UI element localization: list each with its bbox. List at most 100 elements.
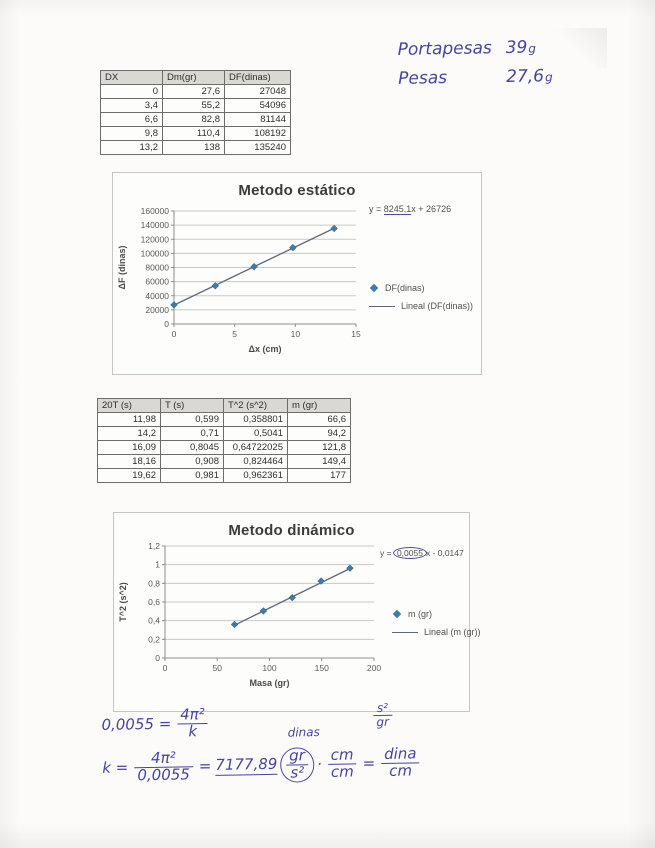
legend-trendline-item: Lineal (DF(dinas)) [369, 301, 473, 311]
table-cell: 13,2 [100, 140, 163, 155]
data-point-marker [317, 577, 325, 585]
y-axis-title: T^2 (s^2) [118, 582, 128, 622]
table-cell: 11,98 [97, 412, 161, 427]
data-point-marker [289, 243, 297, 252]
pesas-value: 27,6 [505, 66, 545, 87]
table-header-row: 20T (s) T (s) T^2 (s^2) m (gr) [97, 398, 351, 413]
handwritten-dinas-note: dinas [287, 725, 320, 740]
table-cell: 0,5041 [223, 426, 288, 441]
static-method-table: DX Dm(gr) DF(dinas) 0 27,6 27048 3,4 55,2 54096 6… [100, 70, 291, 155]
x-axis-title: Masa (gr) [249, 678, 289, 688]
table-row: 16,09 0,8045 0,64722025 121,8 [97, 440, 351, 455]
table-header-row: DX Dm(gr) DF(dinas) [100, 70, 291, 85]
handwritten-weights-note: Portapesas 39 g Pesas 27,6 g [398, 36, 614, 98]
handwritten-side-units: s² gr [371, 701, 394, 729]
x-axis-tick-label: 15 [351, 329, 361, 339]
legend-trendline-item: Lineal (m (gr)) [392, 627, 481, 637]
table-cell: 0,71 [160, 426, 224, 441]
calc-lhs: 0,0055 = [101, 714, 172, 735]
y-axis-title: ΔF (dinas) [117, 246, 127, 290]
table-cell: 82,8 [162, 112, 225, 127]
x-axis-tick-label: 150 [315, 663, 329, 673]
equation-suffix: x + 26726 [411, 204, 452, 214]
table-cell: 3,4 [100, 98, 163, 113]
table-cell: 138 [162, 140, 225, 155]
table-row: 3,4 55,2 54096 [100, 98, 291, 113]
chart2-title: Metodo dinámico [228, 522, 355, 539]
y-axis-tick-label: 60000 [145, 277, 169, 287]
y-axis-tick-label: 0,4 [148, 616, 160, 626]
pen-underline-mark: 8245,1 [383, 204, 412, 215]
table-cell: 54096 [224, 98, 291, 113]
x-axis-tick-label: 200 [367, 663, 381, 673]
y-axis-tick-label: 0 [164, 319, 169, 329]
calc-result: 7177,89 [215, 755, 278, 777]
pesas-note-row: Pesas 27,6 g [398, 65, 613, 89]
y-axis-tick-label: 160000 [141, 206, 170, 216]
table-cell: 177 [287, 468, 351, 483]
table-cell: 18,16 [97, 454, 161, 469]
table-cell: 0,962361 [223, 468, 288, 483]
x-axis-tick-label: 100 [262, 663, 276, 673]
column-header: DX [100, 70, 163, 85]
fraction: dina cm [380, 744, 420, 780]
x-axis-tick-label: 10 [291, 329, 301, 339]
table-row: 9,8 110,4 108192 [100, 126, 291, 141]
table-cell: 16,09 [97, 440, 161, 455]
trendline-sample-icon [369, 305, 395, 307]
legend-trendline-label: Lineal (m (gr)) [424, 627, 481, 637]
chart2-plot-area: 0 0,2 0,4 0,6 0,8 1 1,2 0 50 100 150 200 Masa (gr) T^… [118, 541, 381, 688]
y-axis-tick-label: 0 [155, 653, 160, 663]
dynamic-method-table: 20T (s) T (s) T^2 (s^2) m (gr) 11,98 0,599 0,3… [97, 398, 351, 483]
data-point-marker [288, 593, 297, 602]
chart-metodo-dinamico: Metodo dinámico 0 0,2 0,4 0,6 0,8 1 1,2 0 50 100 1… [113, 512, 481, 712]
legend-series-item: DF(dinas) [369, 283, 473, 293]
pen-circle-mark: gr s² [280, 746, 315, 783]
equals-sign: = [362, 754, 376, 773]
data-point-marker [250, 262, 258, 271]
table-cell: 135240 [224, 140, 291, 155]
pesas-label: Pesas [398, 68, 448, 89]
data-point-marker [170, 301, 178, 309]
table-cell: 0,358801 [223, 412, 288, 427]
chart1-legend: DF(dinas) Lineal (DF(dinas)) [369, 283, 473, 319]
chart2-trendline-equation: y = 0,0055 x - 0,0147 [380, 547, 464, 559]
table-row: 13,2 138 135240 [100, 140, 291, 155]
pesas-unit: g [544, 70, 553, 85]
y-axis-tick-label: 100000 [141, 248, 170, 258]
table-cell: 6,6 [100, 112, 163, 127]
x-axis-title: Δx (cm) [249, 344, 282, 354]
y-axis-tick-label: 0,2 [148, 634, 160, 644]
table-row: 0 27,6 27048 [100, 84, 291, 99]
chart-metodo-estatico: Metodo estático 0 20000 40000 60000 80000 100… [112, 172, 482, 375]
table-cell: 9,8 [100, 126, 163, 141]
portapesas-unit: g [528, 41, 537, 56]
y-axis-tick-label: 20000 [145, 305, 169, 315]
trendline-sample-icon [392, 631, 418, 633]
table-cell: 94,2 [287, 426, 351, 441]
table-cell: 27048 [224, 84, 291, 99]
x-axis-tick-label: 0 [163, 663, 168, 673]
legend-trendline-label: Lineal (DF(dinas)) [401, 301, 474, 311]
column-header: DF(dinas) [224, 70, 291, 85]
equation-prefix: y = [369, 204, 384, 214]
table-cell: 55,2 [162, 98, 225, 113]
x-axis-tick-label: 50 [213, 663, 223, 673]
calc-lhs: k = [102, 758, 129, 778]
column-header: T (s) [160, 398, 224, 413]
table-cell: 108192 [224, 126, 291, 141]
chart1-trendline-equation: y = 8245,1x + 26726 [369, 204, 452, 215]
table-cell: 121,8 [287, 440, 351, 455]
y-axis-tick-label: 1,2 [148, 541, 160, 551]
pen-circle-mark: 0,0055 [392, 547, 427, 559]
calc-line-2: k = 4π² 0,0055 = 7177,89 gr s² · cm cm =… [102, 744, 422, 785]
legend-series-label: DF(dinas) [385, 283, 425, 293]
legend-series-label: m (gr) [408, 609, 432, 619]
equals-sign: = [198, 757, 212, 776]
table-cell: 0,64722025 [223, 440, 288, 455]
table-row: 6,6 82,8 81144 [100, 112, 291, 127]
y-axis-tick-label: 40000 [145, 291, 169, 301]
diamond-marker-icon [392, 609, 402, 619]
data-point-marker [330, 224, 338, 233]
